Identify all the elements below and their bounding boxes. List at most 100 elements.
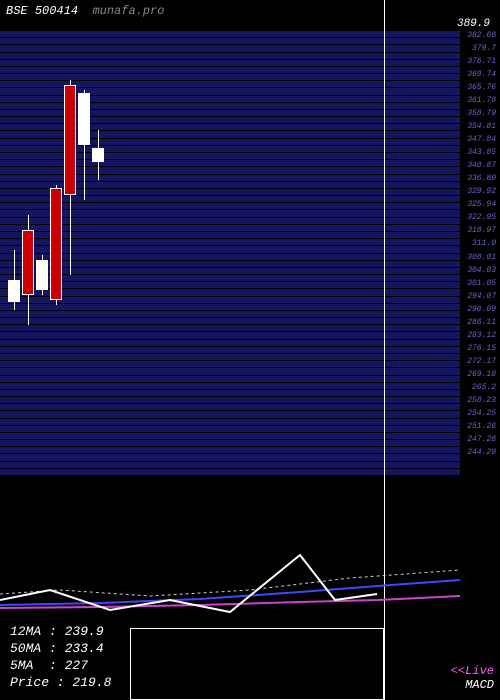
- ticker-code: 500414: [35, 4, 78, 18]
- ma12-stat: 12MA : 239.9: [10, 624, 111, 641]
- y-axis-label: 358.79: [467, 110, 496, 118]
- grid-line: [0, 296, 460, 297]
- y-axis-label: 343.85: [467, 149, 496, 157]
- y-axis-label: 369.74: [467, 71, 496, 79]
- y-axis-label: 376.71: [467, 58, 496, 66]
- y-axis-label: 258.23: [467, 397, 496, 405]
- y-axis-label: 244.29: [467, 449, 496, 457]
- y-axis-label: 347.84: [467, 136, 496, 144]
- y-axis-label: 286.11: [467, 319, 496, 327]
- y-axis-label: 322.95: [467, 214, 496, 222]
- grid-line: [0, 209, 460, 210]
- grid-line: [0, 30, 460, 31]
- grid-line: [0, 231, 460, 232]
- chart-header: BSE 500414 munafa.pro: [6, 4, 164, 18]
- stats-box-frame: [130, 628, 384, 700]
- indicator-svg: [0, 500, 500, 640]
- y-axis-label: 265.2: [472, 384, 496, 392]
- grid-line: [0, 468, 460, 469]
- price-stat: Price : 219.8: [10, 675, 111, 692]
- grid-line: [0, 403, 460, 404]
- live-label: <<Live: [451, 664, 494, 678]
- grid-line: [0, 195, 460, 196]
- grid-line: [0, 339, 460, 340]
- grid-line: [0, 367, 460, 368]
- y-axis-label: 361.78: [467, 97, 496, 105]
- grid-line: [0, 80, 460, 81]
- candle-body: [50, 188, 62, 300]
- grid-line: [0, 253, 460, 254]
- grid-line: [0, 418, 460, 419]
- grid-line: [0, 37, 460, 38]
- ma5-stat: 5MA : 227: [10, 658, 111, 675]
- candle-body: [8, 280, 20, 302]
- grid-line: [0, 389, 460, 390]
- grid-line: [0, 324, 460, 325]
- grid-line: [0, 446, 460, 447]
- y-axis-label: 365.76: [467, 84, 496, 92]
- y-axis-label: 340.87: [467, 162, 496, 170]
- grid-line: [0, 73, 460, 74]
- grid-line: [0, 288, 460, 289]
- grid-line: [0, 439, 460, 440]
- y-axis-label: 283.12: [467, 332, 496, 340]
- grid-line: [0, 396, 460, 397]
- y-axis-label: 276.15: [467, 345, 496, 353]
- grid-line: [0, 217, 460, 218]
- grid-line: [0, 346, 460, 347]
- y-axis-label: 272.17: [467, 358, 496, 366]
- y-axis-label: 311.0: [472, 240, 496, 248]
- grid-line: [0, 375, 460, 376]
- indicator-chart-area[interactable]: [0, 500, 500, 630]
- grid-line: [0, 245, 460, 246]
- grid-line: [0, 202, 460, 203]
- y-axis-label: 325.94: [467, 201, 496, 209]
- candle-body: [78, 93, 90, 145]
- candle-body: [92, 148, 104, 162]
- grid-line: [0, 410, 460, 411]
- y-axis-label: 329.92: [467, 188, 496, 196]
- y-axis-label: 290.09: [467, 306, 496, 314]
- grid-line: [0, 260, 460, 261]
- grid-line: [0, 281, 460, 282]
- grid-line: [0, 425, 460, 426]
- grid-line: [0, 331, 460, 332]
- y-axis-label: 254.25: [467, 410, 496, 418]
- ma-blue-line: [0, 580, 460, 605]
- y-axis-label: 301.05: [467, 280, 496, 288]
- y-axis-label: 382.68: [467, 32, 496, 40]
- grid-line: [0, 303, 460, 304]
- grid-line: [0, 382, 460, 383]
- grid-line: [0, 360, 460, 361]
- candle-body: [22, 230, 34, 295]
- grid-line: [0, 461, 460, 462]
- grid-line: [0, 44, 460, 45]
- y-axis-label: 318.97: [467, 227, 496, 235]
- y-axis-label: 354.81: [467, 123, 496, 131]
- y-axis-label: 294.07: [467, 293, 496, 301]
- grid-line: [0, 310, 460, 311]
- grid-line: [0, 432, 460, 433]
- macd-label: MACD: [465, 678, 494, 692]
- y-axis-label: 251.26: [467, 423, 496, 431]
- grid-line: [0, 274, 460, 275]
- grid-line: [0, 238, 460, 239]
- top-y-label: 389.9: [457, 18, 490, 30]
- source-label: munafa.pro: [92, 4, 164, 18]
- grid-line: [0, 66, 460, 67]
- grid-line: [0, 224, 460, 225]
- grid-line: [0, 453, 460, 454]
- y-axis-label: 379.7: [472, 45, 496, 53]
- y-axis-label: 269.18: [467, 371, 496, 379]
- y-axis-label: 304.03: [467, 267, 496, 275]
- dotted-line: [0, 570, 460, 596]
- stats-panel: 12MA : 239.9 50MA : 233.4 5MA : 227 Pric…: [10, 624, 111, 692]
- candle-body: [36, 260, 48, 290]
- grid-line: [0, 267, 460, 268]
- grid-line: [0, 353, 460, 354]
- y-axis-label: 247.28: [467, 436, 496, 444]
- grid-line: [0, 52, 460, 53]
- y-axis-label: 336.89: [467, 175, 496, 183]
- grid-line: [0, 317, 460, 318]
- exchange-label: BSE: [6, 4, 28, 18]
